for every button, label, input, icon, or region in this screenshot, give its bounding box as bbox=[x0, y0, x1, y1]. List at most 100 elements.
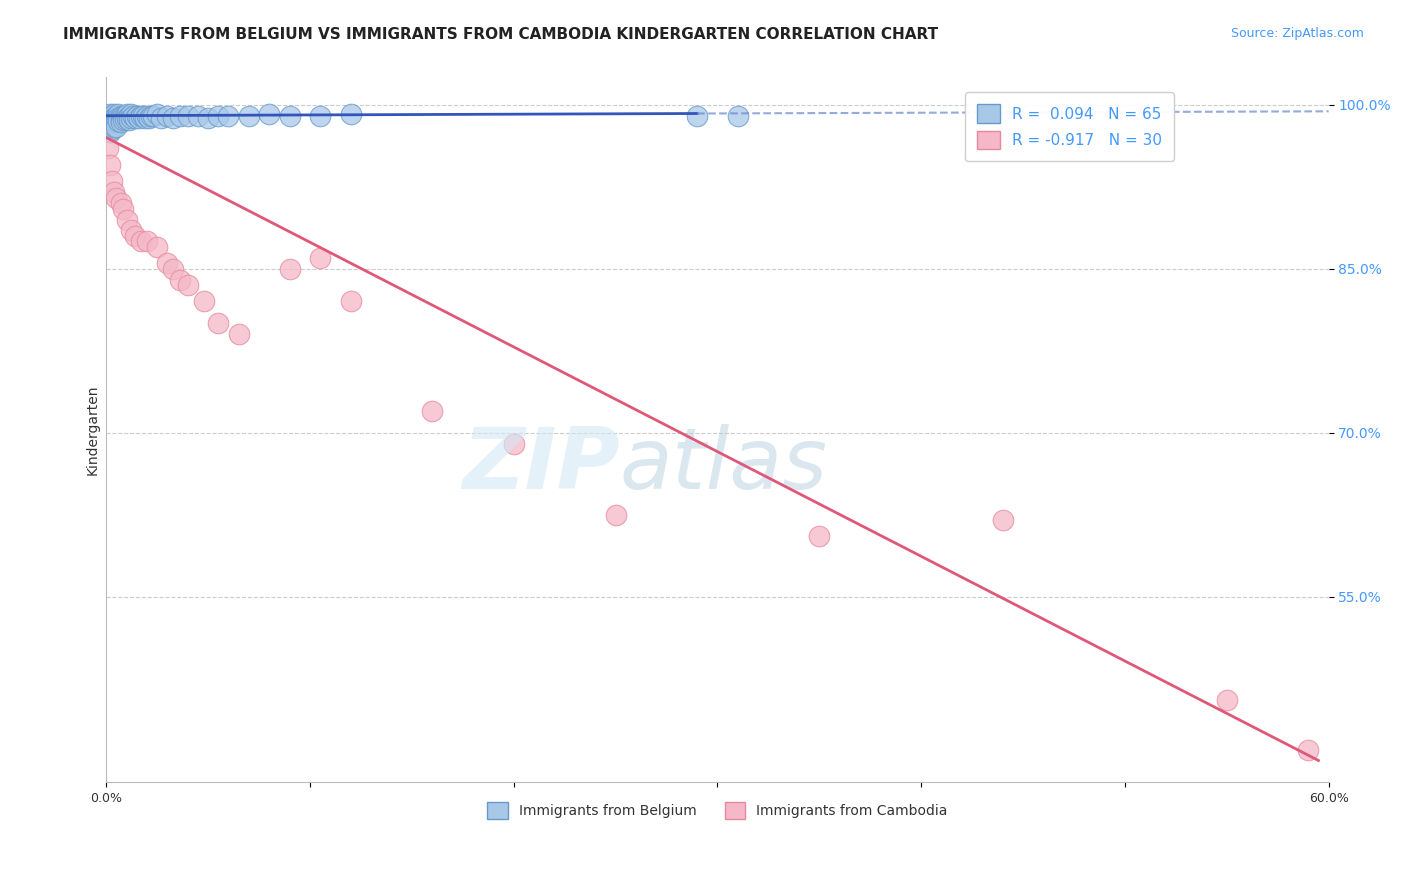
Point bbox=[110, 115, 132, 129]
Point bbox=[97, 117, 120, 131]
Point bbox=[98, 158, 121, 172]
Point bbox=[110, 112, 132, 126]
Point bbox=[808, 529, 831, 543]
Point bbox=[111, 109, 134, 123]
Point bbox=[98, 106, 121, 120]
Point bbox=[107, 106, 129, 120]
Point bbox=[257, 106, 280, 120]
Point bbox=[142, 109, 165, 123]
Text: atlas: atlas bbox=[620, 424, 828, 507]
Point bbox=[150, 111, 173, 125]
Point bbox=[197, 111, 219, 125]
Point bbox=[309, 251, 332, 265]
Point bbox=[177, 109, 200, 123]
Point bbox=[187, 109, 209, 123]
Point bbox=[105, 120, 128, 134]
Point bbox=[156, 256, 179, 270]
Point bbox=[105, 191, 128, 205]
Point bbox=[162, 261, 184, 276]
Point bbox=[278, 109, 301, 123]
Point bbox=[97, 109, 120, 123]
Point bbox=[727, 109, 749, 123]
Point bbox=[339, 294, 361, 309]
Point bbox=[339, 106, 361, 120]
Point bbox=[128, 111, 150, 125]
Point bbox=[125, 109, 148, 123]
Point bbox=[101, 174, 124, 188]
Point bbox=[121, 109, 143, 123]
Point bbox=[309, 109, 332, 123]
Point bbox=[218, 109, 240, 123]
Point bbox=[114, 112, 136, 126]
Point bbox=[101, 117, 124, 131]
Point bbox=[110, 109, 132, 123]
Point bbox=[110, 196, 132, 211]
Y-axis label: Kindergarten: Kindergarten bbox=[86, 384, 100, 475]
Text: Source: ZipAtlas.com: Source: ZipAtlas.com bbox=[1230, 27, 1364, 40]
Point bbox=[105, 109, 128, 123]
Point bbox=[105, 115, 128, 129]
Point bbox=[98, 114, 121, 128]
Legend: Immigrants from Belgium, Immigrants from Cambodia: Immigrants from Belgium, Immigrants from… bbox=[481, 797, 953, 825]
Point bbox=[1216, 693, 1239, 707]
Point bbox=[111, 113, 134, 128]
Text: IMMIGRANTS FROM BELGIUM VS IMMIGRANTS FROM CAMBODIA KINDERGARTEN CORRELATION CHA: IMMIGRANTS FROM BELGIUM VS IMMIGRANTS FR… bbox=[63, 27, 938, 42]
Point bbox=[101, 112, 124, 126]
Point bbox=[207, 109, 229, 123]
Point bbox=[991, 513, 1014, 527]
Point bbox=[120, 111, 142, 125]
Point bbox=[193, 294, 215, 309]
Point bbox=[605, 508, 627, 522]
Point bbox=[98, 125, 121, 139]
Point bbox=[124, 111, 146, 125]
Point bbox=[118, 113, 141, 128]
Point bbox=[278, 261, 301, 276]
Point bbox=[686, 109, 709, 123]
Point bbox=[177, 278, 200, 293]
Point bbox=[97, 114, 120, 128]
Point bbox=[136, 109, 159, 123]
Point bbox=[136, 235, 159, 249]
Point bbox=[129, 109, 152, 123]
Point bbox=[162, 111, 184, 125]
Point bbox=[98, 120, 121, 134]
Point bbox=[120, 223, 142, 237]
Point bbox=[1296, 742, 1319, 756]
Point bbox=[420, 404, 443, 418]
Point bbox=[114, 109, 136, 123]
Point bbox=[107, 111, 129, 125]
Point bbox=[228, 327, 250, 342]
Point bbox=[115, 111, 138, 125]
Point bbox=[101, 109, 124, 123]
Point bbox=[132, 109, 155, 123]
Point bbox=[105, 112, 128, 126]
Point bbox=[169, 272, 191, 286]
Point bbox=[502, 436, 524, 450]
Point bbox=[101, 121, 124, 136]
Point bbox=[103, 185, 125, 199]
Point bbox=[139, 109, 162, 123]
Point bbox=[138, 111, 160, 125]
Point bbox=[129, 235, 152, 249]
Point bbox=[124, 228, 146, 243]
Point bbox=[101, 114, 124, 128]
Point bbox=[156, 109, 179, 123]
Text: ZIP: ZIP bbox=[463, 424, 620, 507]
Point bbox=[120, 106, 142, 120]
Point bbox=[134, 111, 156, 125]
Point bbox=[146, 106, 169, 120]
Point bbox=[103, 120, 125, 134]
Point bbox=[98, 111, 121, 125]
Point bbox=[146, 240, 169, 254]
Point bbox=[118, 109, 141, 123]
Point bbox=[169, 109, 191, 123]
Point bbox=[238, 109, 260, 123]
Point bbox=[115, 212, 138, 227]
Point bbox=[111, 202, 134, 216]
Point bbox=[97, 141, 120, 155]
Point bbox=[207, 316, 229, 330]
Point bbox=[103, 111, 125, 125]
Point bbox=[107, 114, 129, 128]
Point bbox=[103, 114, 125, 128]
Point bbox=[103, 106, 125, 120]
